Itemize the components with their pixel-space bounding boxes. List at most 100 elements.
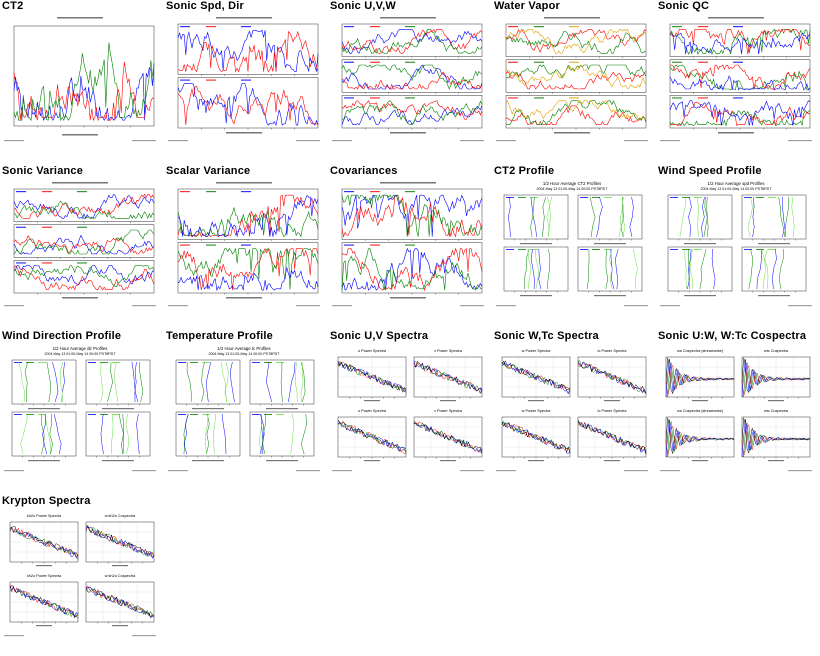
thumbnail-sonic-w-tc-spectra[interactable]: Sonic W,Tc Spectra w Power Spectra tc Powe… [492,330,652,490]
thumbnail-wind-speed-profile[interactable]: Wind Speed Profile 1/2 Hour Average spd P… [656,165,816,325]
series-line [669,32,811,55]
thumbnail-title[interactable]: CT2 [2,0,24,12]
spectra-line [9,585,79,618]
thumbnail-title[interactable]: Wind Speed Profile [658,165,762,177]
thumbnail-title[interactable]: Scalar Variance [166,165,251,177]
thumbnail-ct2-profile[interactable]: CT2 Profile 1/2 Hour Average CT2 Profiles… [492,165,652,325]
series-line [13,200,155,220]
series-line [341,247,483,291]
plot-thumbnail-image[interactable]: 1/2 Hour Average tc Profiles 2004 May 13 … [166,346,322,474]
thumbnail-covariances[interactable]: Covariances [328,165,488,325]
profile-line [294,361,298,403]
series-line [341,28,483,54]
plot-thumbnail-image[interactable]: u Power Spectra v Power Spectra u Power Sp… [330,346,486,474]
thumbnail-title[interactable]: Sonic U,V Spectra [330,330,429,342]
thumbnail-sonic-u-w-w-tc-cospectra[interactable]: Sonic U:W, W:Tc Cospectra uw Cospectra (s… [656,330,816,490]
profile-line [782,196,785,238]
plot-thumbnail-image[interactable] [166,181,322,309]
plot-thumbnail-image[interactable] [2,16,158,144]
profile-line [42,413,48,455]
thumbnail-title[interactable]: Sonic Spd, Dir [166,0,244,12]
series-line [505,28,647,54]
series-line [505,64,647,79]
thumbnail-title[interactable]: Sonic W,Tc Spectra [494,330,599,342]
spectra-line [666,421,735,457]
thumbnail-sonic-u-v-spectra[interactable]: Sonic U,V Spectra u Power Spectra v Power … [328,330,488,490]
profile-line [596,196,603,238]
plot-thumbnail-image[interactable]: 1/2 Hour Average spd Profiles 2004 May 13… [658,181,814,309]
thumbnail-title[interactable]: Krypton Spectra [2,495,91,507]
profile-line [778,196,786,238]
profile-line [704,196,709,238]
thumbnail-title[interactable]: Sonic QC [658,0,710,12]
thumbnail-sonic-qc[interactable]: Sonic QC [656,0,816,160]
profile-line [139,361,144,403]
thumbnail-krypton-spectra[interactable]: Krypton Spectra kh2o Power Spectra w:kh2o … [0,495,160,655]
thumbnail-title[interactable]: Sonic U:W, W:Tc Cospectra [658,330,807,342]
thumbnail-wind-direction-profile[interactable]: Wind Direction Profile 1/2 Hour Average d… [0,330,160,490]
thumbnail-title[interactable]: Covariances [330,165,398,177]
series-line [341,247,483,292]
profile-line [618,196,624,238]
profile-line [547,196,551,238]
profile-line [213,413,216,455]
thumbnail-title[interactable]: Water Vapor [494,0,560,12]
series-line [177,267,319,292]
profile-line [221,361,227,403]
profile-line [689,248,693,290]
series-line [341,29,483,54]
plot-thumbnail-image[interactable] [658,16,814,144]
plot-thumbnail-image[interactable]: uw Cospectra (streamwise) wtc Cospectra uw… [658,346,814,474]
thumbnail-title[interactable]: Wind Direction Profile [2,330,122,342]
profile-line [49,413,53,455]
plot-thumbnail-image[interactable] [330,181,486,309]
spectra-line [742,422,811,457]
profile-panel [85,359,151,405]
spectra-line [9,527,79,560]
plot-thumbnail-image[interactable] [166,16,322,144]
spectra-line [85,524,155,557]
spectra-line [665,417,735,454]
thumbnail-water-vapor[interactable]: Water Vapor [492,0,652,160]
spectra-line [9,584,79,619]
spectra-panel-title: u Power Spectra [358,349,387,353]
plot-thumbnail-image[interactable]: kh2o Power Spectra w:kh2o Cospectra kh2o P… [2,511,158,639]
thumbnail-title[interactable]: CT2 Profile [494,165,555,177]
thumbnail-sonic-spd-dir[interactable]: Sonic Spd, Dir [164,0,324,160]
plot-graphic [168,17,320,142]
thumbnail-scalar-variance[interactable]: Scalar Variance [164,165,324,325]
series-line [177,86,318,126]
plot-thumbnail-image[interactable]: 1/2 Hour Average CT2 Profiles 2004 May 13… [494,181,650,309]
profile-panel [503,246,569,292]
thumbnail-temperature-profile[interactable]: Temperature Profile 1/2 Hour Average tc P… [164,330,324,490]
thumbnail-title[interactable]: Sonic Variance [2,165,84,177]
series-line [13,235,155,255]
profile-subtitle: 1/2 Hour Average dir Profiles [53,346,108,351]
thumbnail-title[interactable]: Sonic U,V,W [330,0,396,12]
thumbnail-sonic-u-v-w[interactable]: Sonic U,V,W [328,0,488,160]
profile-line [53,413,62,455]
thumbnail-sonic-variance[interactable]: Sonic Variance [0,165,160,325]
plot-panel [669,23,811,57]
profile-date-range: 2004 May 13 01:00-May 14 00:00 PST8PDT [209,352,281,356]
profile-line [280,362,283,403]
plot-thumbnail-image[interactable] [2,181,158,309]
spectra-line [741,365,811,397]
spectra-line [85,587,155,618]
profile-line [711,248,716,290]
profile-line [100,413,104,455]
profile-line [118,413,124,455]
plot-thumbnail-image[interactable] [330,16,486,144]
plot-thumbnail-image[interactable] [494,16,650,144]
plot-thumbnail-image[interactable]: w Power Spectra tc Power Spectra w Power S… [494,346,650,474]
thumbnail-title[interactable]: Temperature Profile [166,330,273,342]
thumbnail-ct2[interactable]: CT2 [0,0,160,160]
plot-graphic [4,17,156,142]
profile-line [111,413,114,454]
profile-line [535,248,539,290]
plot-thumbnail-image[interactable]: 1/2 Hour Average dir Profiles 2004 May 13… [2,346,158,474]
series-line [341,71,483,90]
spectra-panel-title: tc Power Spectra [598,349,628,353]
